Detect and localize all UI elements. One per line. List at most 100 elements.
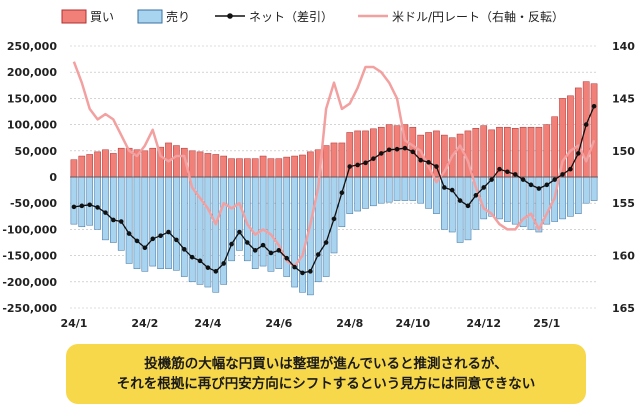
sell-bar xyxy=(464,176,472,241)
net-point xyxy=(237,229,242,235)
net-point xyxy=(575,151,581,156)
y-left-tick-label: 0 xyxy=(49,171,57,184)
y-left-tick-label: -250,000 xyxy=(2,302,57,315)
y-right-tick-label: 165 xyxy=(612,302,635,315)
net-point xyxy=(205,265,211,270)
net-point xyxy=(528,182,534,188)
sell-bar xyxy=(220,176,227,285)
net-point xyxy=(284,255,290,261)
buy-bar xyxy=(322,145,330,178)
buy-series xyxy=(70,81,598,178)
buy-bar xyxy=(243,158,251,178)
buy-bar xyxy=(291,155,298,178)
net-point xyxy=(591,103,597,109)
sell-bar xyxy=(511,176,519,225)
sell-bar xyxy=(204,176,212,288)
sell-bar xyxy=(291,176,298,288)
net-point xyxy=(142,245,148,251)
sell-bar xyxy=(133,176,141,269)
net-point xyxy=(505,169,510,175)
net-point xyxy=(71,204,77,210)
net-point xyxy=(221,261,226,266)
buy-bar xyxy=(267,158,275,178)
sell-bar xyxy=(165,176,172,269)
net-point xyxy=(150,236,156,242)
net-point xyxy=(434,164,439,169)
net-point xyxy=(489,177,494,182)
chart-canvas: 買い 売り ネット（差引） 米ドル/円レート（右軸・反転） 250,000 200… xyxy=(2,9,635,330)
buy-bar xyxy=(527,126,535,178)
sell-bar xyxy=(401,176,409,201)
net-point xyxy=(95,205,100,210)
net-point xyxy=(103,210,108,215)
sell-bar xyxy=(86,176,94,226)
buy-bar xyxy=(362,130,369,178)
sell-bar xyxy=(488,176,495,217)
sell-bar xyxy=(456,176,464,243)
buy-bar xyxy=(117,147,125,178)
sell-bar xyxy=(212,176,220,293)
buy-bar xyxy=(173,145,180,178)
sell-bar xyxy=(448,176,456,233)
sell-bar xyxy=(559,176,566,220)
buy-bar xyxy=(338,142,346,178)
buy-bar xyxy=(472,128,480,178)
sell-bar xyxy=(354,176,361,212)
sell-bar xyxy=(236,176,243,251)
y-right-tick-label: 155 xyxy=(612,197,635,210)
legend-usdjpy-label: 米ドル/円レート（右軸・反転） xyxy=(392,9,564,24)
buy-bar xyxy=(283,156,291,178)
sell-bar xyxy=(259,176,267,267)
sell-bar xyxy=(157,176,164,269)
net-point xyxy=(457,198,463,203)
buy-bar xyxy=(346,132,354,178)
net-point xyxy=(118,219,124,224)
sell-bar xyxy=(504,176,511,222)
y-left-tick-label: -100,000 xyxy=(2,223,57,236)
net-point xyxy=(197,258,203,264)
sell-bar xyxy=(346,176,354,214)
net-point xyxy=(268,250,274,256)
sell-bar xyxy=(173,176,180,271)
sell-bar xyxy=(441,176,448,230)
buy-bar xyxy=(188,150,196,178)
sell-bar xyxy=(377,176,385,204)
net-point xyxy=(339,190,345,196)
legend: 買い 売り ネット（差引） 米ドル/円レート（右軸・反転） xyxy=(61,9,564,24)
sell-series xyxy=(70,176,598,296)
buy-bar xyxy=(543,124,551,178)
sell-bar xyxy=(94,176,101,230)
net-point xyxy=(512,172,518,177)
net-point xyxy=(378,151,384,156)
net-point xyxy=(300,270,305,276)
sell-bar xyxy=(102,176,109,241)
buy-bar xyxy=(220,155,227,178)
net-point xyxy=(308,269,313,274)
net-point xyxy=(87,202,93,208)
buy-bar xyxy=(590,83,598,178)
sell-bar xyxy=(180,176,188,277)
legend-buy-label: 買い xyxy=(90,10,114,24)
sell-bar xyxy=(574,176,582,214)
y-right-tick-label: 150 xyxy=(612,145,635,158)
buy-bar xyxy=(519,126,527,178)
sell-bar xyxy=(582,176,590,204)
buy-bar xyxy=(70,159,78,178)
buy-bar xyxy=(251,158,259,178)
sell-bar xyxy=(567,176,574,217)
y-right-tick-label: 145 xyxy=(612,92,635,105)
net-point xyxy=(276,248,282,253)
buy-bar xyxy=(196,151,204,178)
net-point xyxy=(449,187,455,193)
net-point xyxy=(568,166,573,172)
net-point xyxy=(560,172,565,177)
net-point xyxy=(292,264,297,270)
legend-net-marker xyxy=(227,13,233,19)
buy-bar xyxy=(330,142,338,178)
net-point xyxy=(418,157,423,163)
sell-bar xyxy=(267,176,275,272)
net-point xyxy=(213,269,219,274)
y-left-tick-label: 200,000 xyxy=(7,66,57,79)
x-tick-label: 24/4 xyxy=(194,317,221,330)
buy-bar xyxy=(535,126,543,178)
